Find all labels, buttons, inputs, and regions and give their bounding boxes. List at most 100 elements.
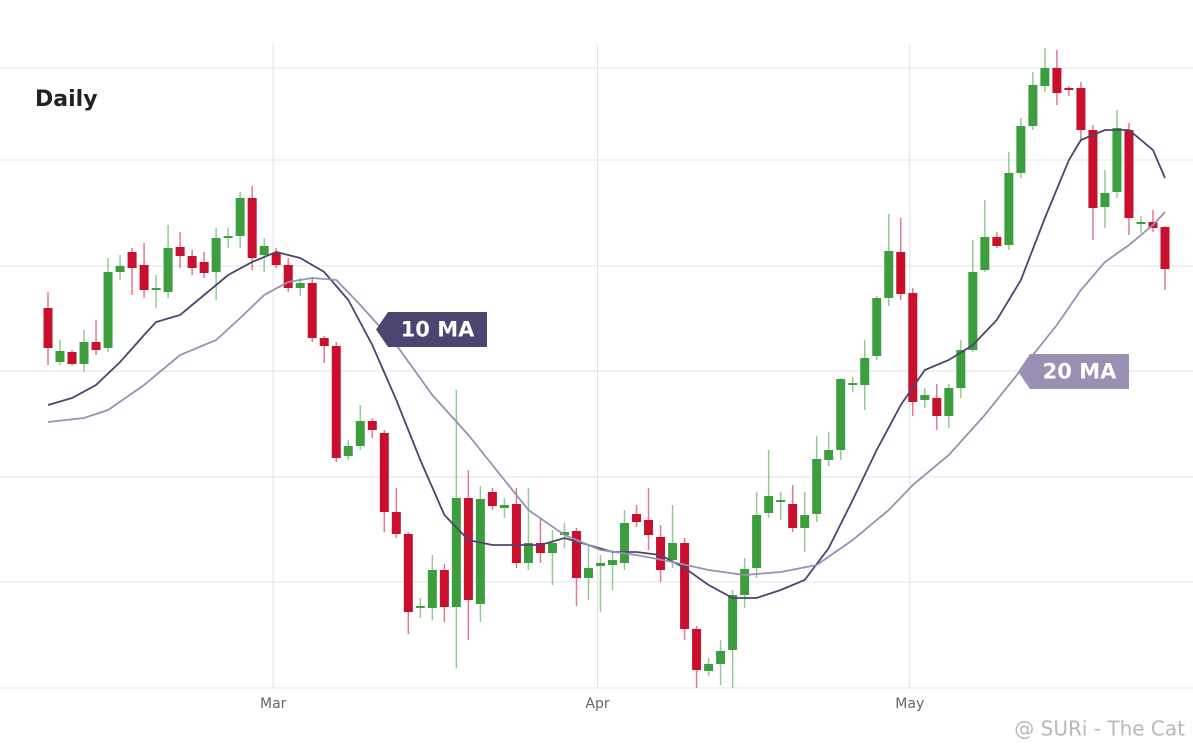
candle-body <box>968 272 978 350</box>
candle-body <box>139 265 149 290</box>
candle-body <box>199 262 209 273</box>
candle-body <box>151 288 161 290</box>
candle-body <box>79 342 89 364</box>
candle-body <box>559 532 569 535</box>
grid <box>0 45 1193 689</box>
candle-body <box>692 629 702 670</box>
candle-body <box>1028 85 1038 126</box>
candle-body <box>103 272 113 348</box>
candle-body <box>283 265 293 288</box>
candle-body <box>704 664 714 671</box>
candle-body <box>644 520 654 535</box>
candle-body <box>1124 130 1134 218</box>
candle-body <box>920 395 930 400</box>
candle-body <box>223 236 233 238</box>
x-tick-label: May <box>895 696 924 712</box>
candle-body <box>211 238 221 272</box>
candle-body <box>824 450 834 460</box>
candle-body <box>343 446 353 456</box>
ma-tag-label: 20 MA <box>1043 360 1117 384</box>
candle-body <box>439 570 449 607</box>
candle-body <box>896 252 906 294</box>
candle-body <box>67 352 77 364</box>
watermark: @ SURi - The Cat <box>1014 717 1185 741</box>
candle-body <box>668 543 678 560</box>
candle-body <box>980 237 990 270</box>
candle-body <box>1160 227 1170 269</box>
candle-body <box>175 247 185 256</box>
candle-body <box>463 498 473 600</box>
ma-tag-label: 10 MA <box>401 318 475 342</box>
candle-body <box>656 537 666 570</box>
candle-body <box>884 251 894 298</box>
candle-body <box>523 543 533 563</box>
candle-body <box>872 298 882 356</box>
candle-body <box>1136 222 1146 224</box>
candle-body <box>764 496 774 513</box>
candle-body <box>355 421 365 446</box>
candle-body <box>1004 173 1014 245</box>
candle-body <box>403 534 413 612</box>
candle-body <box>1100 193 1110 207</box>
candles <box>43 48 1170 688</box>
candle-body <box>1088 130 1098 208</box>
candle-body <box>680 543 690 629</box>
candle-body <box>235 198 245 236</box>
candle-body <box>1016 126 1026 173</box>
candle-body <box>848 383 858 385</box>
candle-body <box>511 504 521 563</box>
candle-body <box>608 560 618 565</box>
candle-body <box>583 568 593 578</box>
candle-body <box>535 543 545 553</box>
labels: Mar Apr May 10 MA 20 MA <box>260 312 1129 712</box>
candle-body <box>319 338 329 346</box>
candle-body <box>800 515 810 528</box>
x-tick-label: Mar <box>260 696 287 712</box>
candle-body <box>740 569 750 595</box>
candle-body <box>379 433 389 512</box>
candle-body <box>595 563 605 566</box>
candle-body <box>1040 68 1050 86</box>
candle-body <box>728 595 738 650</box>
candle-body <box>475 499 485 604</box>
candle-body <box>547 543 557 553</box>
candle-body <box>271 253 281 265</box>
candle-body <box>295 283 305 288</box>
candle-body <box>427 570 437 608</box>
candle-body <box>247 198 257 258</box>
ma-lines <box>47 129 1166 599</box>
candle-body <box>752 515 762 568</box>
candle-body <box>620 523 630 563</box>
candle-body <box>55 351 65 362</box>
candle-body <box>499 505 509 508</box>
candle-body <box>860 358 870 385</box>
candle-body <box>415 606 425 608</box>
ma-line <box>47 129 1166 599</box>
candle-body <box>391 512 401 534</box>
chart-title: Daily <box>35 87 98 112</box>
candle-body <box>956 350 966 388</box>
candle-body <box>1064 88 1074 90</box>
candle-body <box>331 346 341 458</box>
candle-body <box>1052 68 1062 93</box>
ma-tag <box>1018 354 1129 389</box>
candle-body <box>944 388 954 416</box>
candle-body <box>812 459 822 514</box>
candle-body <box>259 246 269 255</box>
candle-body <box>1112 128 1122 192</box>
candle-body <box>43 308 53 348</box>
candle-body <box>1076 88 1086 130</box>
candle-body <box>187 256 197 268</box>
ma-tag <box>376 312 487 347</box>
candle-body <box>91 342 101 350</box>
candle-body <box>776 500 786 502</box>
candle-body <box>487 492 497 506</box>
candle-body <box>932 398 942 416</box>
candle-body <box>571 531 581 578</box>
candle-body <box>908 293 918 402</box>
candle-body <box>716 651 726 664</box>
x-tick-label: Apr <box>585 696 609 712</box>
candle-body <box>127 252 137 268</box>
candle-body <box>163 248 173 292</box>
